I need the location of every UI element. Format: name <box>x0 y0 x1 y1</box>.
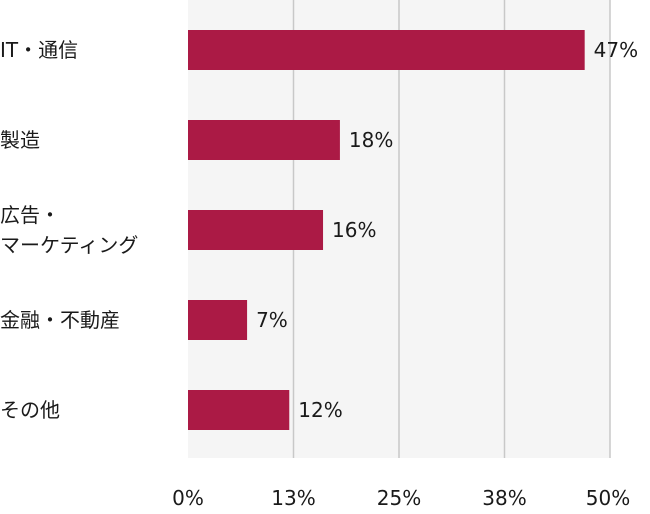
x-tick-label-3: 38% <box>482 486 526 510</box>
category-label-0: IT・通信 <box>0 38 78 62</box>
value-label-1: 18% <box>349 128 393 152</box>
category-label-1: 製造 <box>0 128 40 152</box>
value-label-2: 16% <box>332 218 376 242</box>
x-axis-tick-labels: 0% 13% 25% 38% 50% <box>172 486 630 510</box>
bar-2 <box>188 210 324 250</box>
bar-0 <box>188 30 585 70</box>
bar-4 <box>188 390 290 430</box>
category-label-4: その他 <box>0 398 60 422</box>
category-label-3: 金融・不動産 <box>0 308 120 332</box>
x-tick-label-4: 50% <box>586 486 630 510</box>
bar-3 <box>188 300 248 340</box>
value-labels: 47% 18% 16% 7% 12% <box>256 38 638 422</box>
bars <box>188 30 585 430</box>
bar-1 <box>188 120 340 160</box>
value-label-4: 12% <box>298 398 342 422</box>
x-tick-label-2: 25% <box>377 486 421 510</box>
value-label-3: 7% <box>256 308 288 332</box>
category-label-2: 広告・マーケティング <box>0 203 138 257</box>
value-label-0: 47% <box>594 38 638 62</box>
x-tick-label-0: 0% <box>172 486 204 510</box>
gridlines <box>292 0 611 458</box>
x-tick-label-1: 13% <box>271 486 315 510</box>
